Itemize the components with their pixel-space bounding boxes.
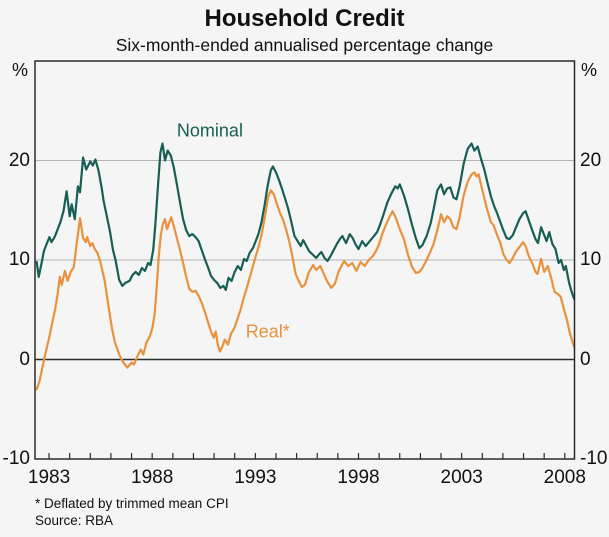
y-axis-label-right: 10 <box>580 249 602 270</box>
chart-title: Household Credit <box>204 5 405 32</box>
y-axis-label-left: 20 <box>8 149 30 171</box>
y-axis-label-right: 0 <box>580 348 591 370</box>
x-axis-label: 2003 <box>440 467 483 488</box>
y-axis-label-right: 20 <box>580 149 602 171</box>
footnote-deflator: * Deflated by trimmed mean CPI <box>35 496 229 511</box>
series-label-real: Real* <box>245 321 290 342</box>
x-axis-label: 1983 <box>27 467 71 488</box>
y-axis-unit-left: % <box>11 60 28 80</box>
y-axis-label-left: 10 <box>8 249 30 270</box>
chart-subtitle: Six-month-ended annualised percentage ch… <box>115 35 494 55</box>
y-axis-label-left: 0 <box>19 348 30 370</box>
footnote-source: Source: RBA <box>35 513 114 528</box>
plot-frame <box>34 60 576 460</box>
series-line-real <box>35 171 576 391</box>
y-axis-label-left: -10 <box>2 448 30 469</box>
y-axis-label-right: -10 <box>580 448 608 469</box>
series-label-nominal: Nominal <box>176 120 243 141</box>
y-axis-unit-right: % <box>581 60 598 80</box>
series-line-nominal <box>35 142 576 300</box>
x-axis-label: 2008 <box>543 467 586 488</box>
x-axis-label: 1988 <box>131 467 174 488</box>
x-axis-label: 1998 <box>337 467 380 488</box>
x-axis-label: 1993 <box>234 467 277 488</box>
